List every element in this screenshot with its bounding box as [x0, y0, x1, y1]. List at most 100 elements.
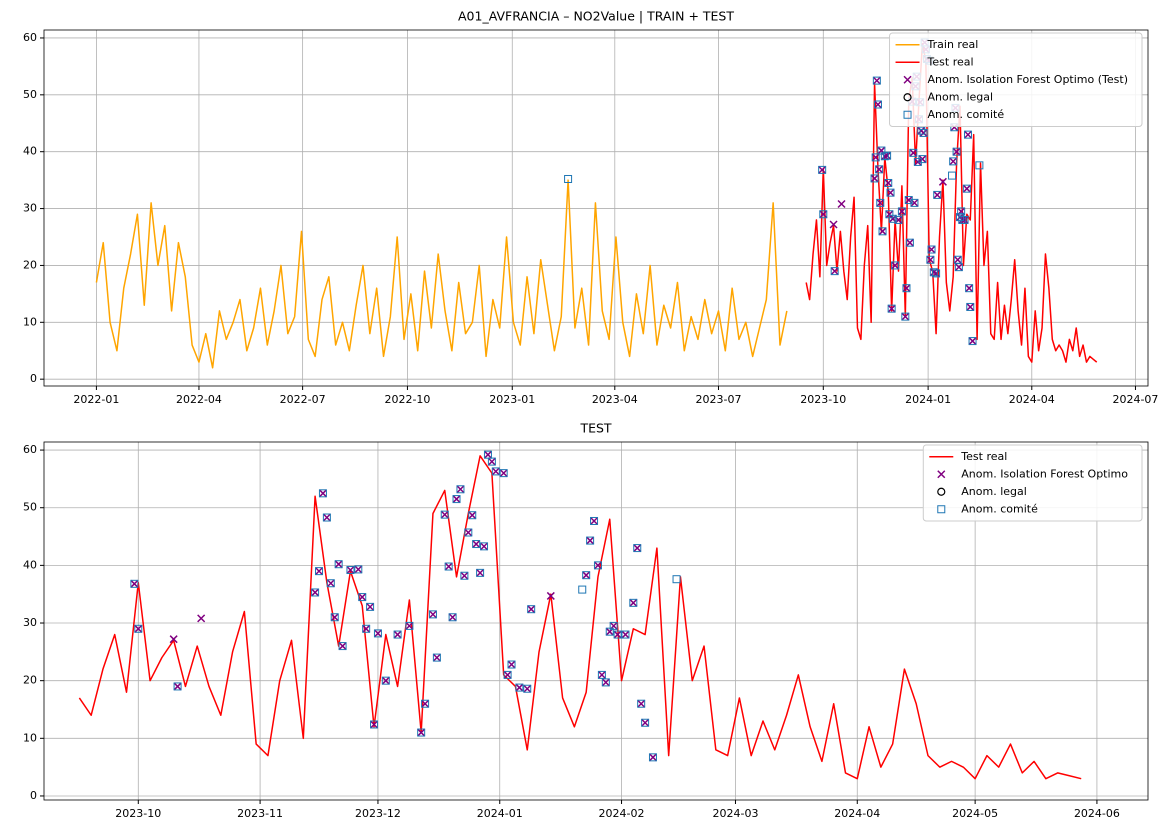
anomaly-marker — [641, 718, 650, 727]
anomaly-marker — [527, 605, 536, 614]
y-tick-label: 20 — [23, 258, 37, 271]
anomaly-marker — [613, 630, 622, 639]
anomaly-marker — [878, 227, 887, 236]
anomaly-marker — [886, 188, 895, 197]
axes-frame — [43, 441, 1149, 801]
anomaly-marker — [601, 678, 610, 687]
anomaly-marker — [346, 565, 355, 575]
x-tick-label: 2023-04 — [592, 393, 638, 406]
legend-box — [922, 444, 1143, 522]
anomaly-marker — [872, 76, 881, 85]
anomaly-marker — [169, 635, 178, 644]
x-tick-label: 2023-10 — [115, 807, 161, 817]
anomaly-marker — [318, 489, 327, 498]
anomaly-marker — [819, 210, 828, 219]
anomaly-marker — [358, 593, 367, 602]
anomaly-marker — [871, 153, 880, 162]
anomaly-marker — [597, 670, 606, 679]
anomaly-marker — [452, 495, 461, 504]
anomaly-marker — [460, 571, 469, 580]
anomaly-marker — [913, 157, 922, 166]
anomaly-marker — [880, 152, 889, 161]
anomaly-marker — [334, 560, 343, 569]
anomaly-marker — [949, 157, 958, 166]
anomaly-marker — [968, 337, 977, 346]
x-tick-label: 2023-01 — [489, 393, 535, 406]
y-tick-label: 0 — [30, 372, 37, 385]
anomaly-marker — [448, 613, 457, 622]
anomaly-marker — [370, 720, 379, 729]
anomaly-marker — [891, 261, 900, 270]
anomaly-marker — [338, 642, 347, 651]
anomaly-marker — [444, 562, 453, 571]
anomaly-marker — [975, 161, 984, 170]
anomaly-marker — [905, 238, 914, 247]
anomaly-marker — [965, 284, 974, 293]
anomaly-marker — [954, 263, 963, 272]
anomaly-marker — [393, 630, 402, 639]
anomaly-marker — [903, 110, 912, 119]
anomaly-marker — [918, 155, 927, 164]
x-tick-label: 2024-04 — [1009, 393, 1055, 406]
x-tick-label: 2024-02 — [599, 807, 645, 817]
y-tick-label: 20 — [23, 674, 37, 687]
x-tick-label: 2024-01 — [905, 393, 951, 406]
anomaly-marker — [965, 284, 974, 293]
anomaly-marker — [381, 676, 390, 685]
anomaly-marker — [894, 215, 903, 224]
chart-title: TEST — [579, 421, 611, 436]
x-tick-label: 2024-01 — [477, 807, 523, 817]
anomaly-marker — [330, 613, 339, 622]
anomaly-marker — [405, 621, 414, 630]
anomaly-marker — [507, 660, 516, 669]
anomaly-marker — [956, 213, 965, 222]
anomaly-marker — [440, 510, 449, 519]
y-tick-label: 60 — [23, 31, 37, 44]
x-tick-label: 2024-05 — [952, 807, 998, 817]
anomaly-marker — [932, 269, 941, 278]
anomaly-marker — [962, 184, 971, 193]
anomaly-marker — [913, 157, 922, 166]
anomaly-marker — [885, 210, 894, 219]
anomaly-marker — [910, 198, 919, 207]
anomaly-marker — [564, 174, 573, 183]
chart-title: A01_AVFRANCIA – NO2Value | TRAIN + TEST — [458, 9, 734, 24]
anomaly-marker — [818, 165, 827, 174]
anomaly-marker — [456, 485, 465, 494]
anomaly-marker — [468, 511, 477, 520]
legend-label: Anom. legal — [928, 90, 994, 103]
anomaly-marker — [311, 588, 320, 597]
anomaly-marker — [130, 579, 139, 588]
anomaly-marker — [362, 624, 371, 633]
anomaly-marker — [472, 540, 481, 549]
anomaly-marker — [870, 174, 879, 183]
data-line — [78, 455, 1082, 780]
y-tick-label: 30 — [23, 616, 37, 629]
anomaly-marker — [648, 753, 657, 762]
anomaly-marker — [417, 728, 426, 737]
anomaly-marker — [326, 579, 335, 588]
anomaly-marker — [819, 210, 828, 219]
anomaly-marker — [937, 505, 946, 514]
anomaly-marker — [322, 513, 331, 522]
anomaly-marker — [926, 255, 935, 264]
anomaly-marker — [929, 268, 938, 277]
anomaly-marker — [909, 148, 918, 157]
anomaly-marker — [432, 653, 441, 662]
anomaly-marker — [891, 261, 900, 270]
anomaly-marker — [897, 207, 906, 216]
anomaly-marker — [933, 190, 942, 199]
anomaly-marker — [311, 588, 320, 597]
axes-frame — [43, 29, 1149, 387]
anomaly-marker — [937, 470, 946, 479]
anomaly-marker — [948, 171, 957, 180]
anomaly-marker — [621, 630, 630, 639]
anomaly-marker — [346, 565, 355, 574]
anomaly-marker — [393, 630, 402, 639]
anomaly-marker — [919, 128, 928, 137]
anomaly-marker — [903, 75, 912, 84]
anomaly-marker — [134, 624, 143, 633]
anomaly-marker — [354, 565, 363, 574]
anomaly-marker — [904, 196, 913, 205]
